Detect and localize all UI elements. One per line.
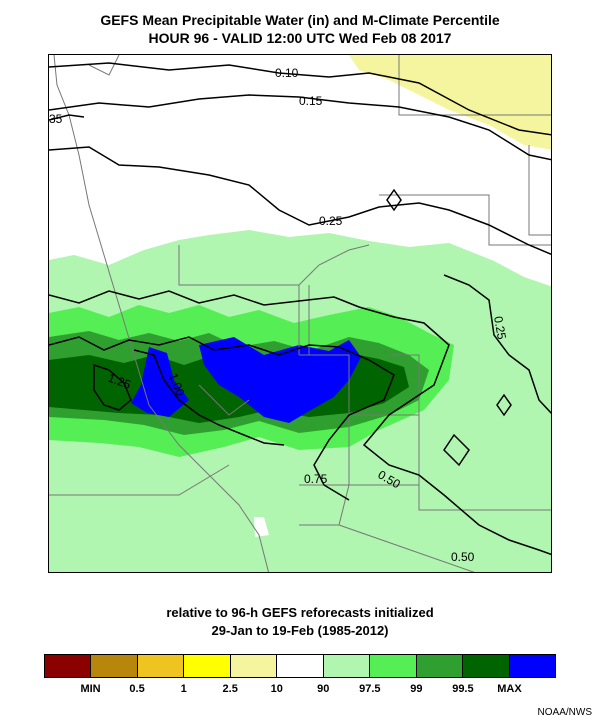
contour-label-075: 0.75 [304,472,328,486]
legend-tick-label: 1 [180,683,187,695]
legend-swatch [463,655,510,677]
legend-tick-label: 2.5 [222,683,238,695]
white-hole-area [254,517,269,537]
legend-tick-labels: MIN 0.5 1 2.5 10 90 97.5 99 99.5 MAX [44,683,556,697]
contour-015 [49,94,551,161]
legend-swatch [277,655,324,677]
legend-tick-label: 10 [270,683,283,695]
legend-tick-label: 97.5 [359,683,381,695]
contour-125 [93,363,132,411]
low-percentile-area [349,55,551,150]
legend-swatch [509,655,555,677]
map-title-line-2: HOUR 96 - VALID 12:00 UTC Wed Feb 08 201… [148,30,452,46]
contour-label-035: 35 [49,112,63,126]
legend-tick-label: 99 [410,683,423,695]
legend-swatch [323,655,371,677]
legend-swatch [230,655,278,677]
legend-tick-label: 0.5 [129,683,145,695]
geographic-boundaries [49,55,551,572]
contour-075 [49,336,395,501]
contour-010 [49,62,551,136]
percentile-max-area-2 [199,337,361,423]
contour-100 [133,349,285,446]
legend-swatch [137,655,185,677]
map-panel: 0.10 0.15 35 0.25 0.25 0.50 0.50 0.75 1.… [48,54,552,573]
percentile-max-area [131,347,189,417]
contour-label-015: 0.15 [299,94,323,108]
legend-swatch [370,655,417,677]
legend-tick-label: MAX [497,683,522,695]
contour-label-050b: 0.50 [451,550,475,564]
pw-contours [49,62,551,556]
contour-025b [443,274,551,414]
contour-035 [49,114,85,121]
contour-050 [49,290,551,556]
legend-tick-label: MIN [80,683,101,695]
contour-label-025a: 0.25 [319,214,343,228]
contour-025 [49,146,551,255]
legend-tick-label: 99.5 [452,683,474,695]
legend-swatch [45,655,92,677]
subtitle-line-1: relative to 96-h GEFS reforecasts initia… [166,605,434,620]
credit-text: NOAA/NWS [537,707,592,718]
legend-tick-label: 90 [317,683,330,695]
subtitle-line-2: 29-Jan to 19-Feb (1985-2012) [211,623,389,638]
contour-label-025b: 0.25 [491,315,509,341]
contour-label-010: 0.10 [275,66,299,80]
legend-swatch [416,655,464,677]
map-title-line-1: GEFS Mean Precipitable Water (in) and M-… [100,12,500,28]
legend-swatch [184,655,231,677]
legend-swatch [91,655,138,677]
color-legend [44,654,556,678]
